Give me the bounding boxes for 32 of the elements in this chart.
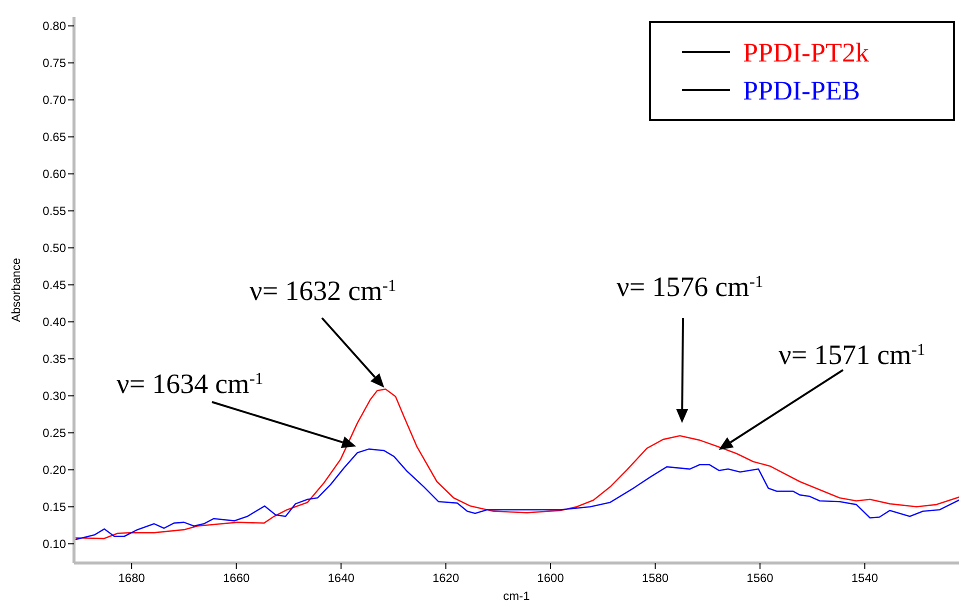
y-axis-title: Absorbance xyxy=(9,258,23,322)
x-tick-label: 1580 xyxy=(642,571,669,585)
y-tick-label: 0.50 xyxy=(42,241,66,256)
y-tick-label: 0.15 xyxy=(42,500,66,514)
y-tick-label: 0.65 xyxy=(42,130,66,144)
line-series xyxy=(75,448,959,540)
x-tick-label: 1640 xyxy=(328,571,355,585)
x-tick-label: 1660 xyxy=(222,571,250,585)
annotation: ν= 1571 cm$^{-1}$ xyxy=(778,340,926,371)
annotation: ν= 1632 cm$^{-1}$ xyxy=(250,276,396,307)
y-tick-label: 0.80 xyxy=(42,19,66,34)
y-tick-label: 0.75 xyxy=(42,56,66,70)
y-tick-label: 0.60 xyxy=(42,167,66,182)
y-tick-label: 0.25 xyxy=(42,426,66,440)
y-tick-label: 0.30 xyxy=(42,388,66,403)
x-tick-label: 1680 xyxy=(118,571,146,585)
annotation: ν= 1576 cm$^{-1}$ xyxy=(616,272,764,303)
x-tick-label: 1600 xyxy=(537,571,564,585)
y-tick-label: 0.20 xyxy=(42,462,66,477)
y-tick-label: 0.40 xyxy=(42,315,66,330)
text: PPDI-PT2k xyxy=(743,37,870,68)
x-tick-label: 1620 xyxy=(432,571,460,585)
x-tick-label: 1560 xyxy=(746,571,774,585)
x-tick-label: 1540 xyxy=(851,571,878,585)
y-tick-label: 0.10 xyxy=(42,536,66,551)
y-tick-label: 0.70 xyxy=(42,93,66,108)
y-tick-label: 0.45 xyxy=(42,278,66,292)
annotation: ν= 1634 cm$^{-1}$ xyxy=(116,368,264,400)
y-tick-label: 0.35 xyxy=(42,352,66,366)
x-axis-title: cm-1 xyxy=(503,589,530,603)
y-tick-label: 0.55 xyxy=(42,204,66,218)
text: PPDI-PEB xyxy=(743,75,860,106)
